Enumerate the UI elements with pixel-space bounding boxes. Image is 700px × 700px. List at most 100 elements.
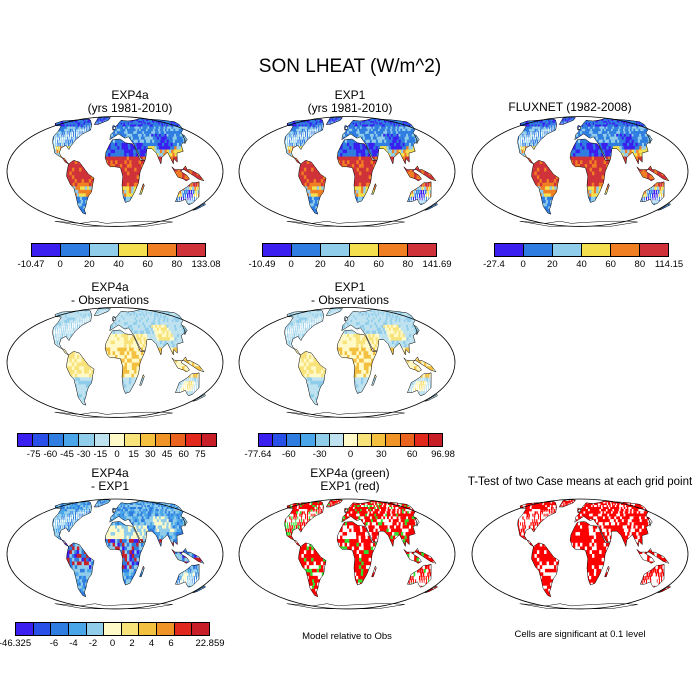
colorbar-swatch — [110, 434, 125, 446]
colorbar-tick-label: 0 — [348, 449, 353, 460]
colorbar-tick-label: -77.64 — [245, 449, 272, 460]
colorbar-tick-label: 60 — [407, 449, 418, 460]
colorbar-swatch — [177, 244, 205, 256]
colorbar-tick-label: 60 — [373, 259, 384, 270]
panel-title-exp4a-exp1: EXP4a - EXP1 — [20, 467, 200, 493]
colorbar-swatch — [141, 434, 156, 446]
map-exp4a-minus-obs — [5, 305, 225, 420]
colorbar-swatch — [79, 434, 94, 446]
panel-title-exp1: EXP1 (yrs 1981-2010) — [260, 89, 440, 115]
colorbar-swatch — [301, 434, 315, 446]
colorbar-tick-label: 60 — [142, 259, 153, 270]
map-model-relative-obs — [237, 494, 457, 614]
colorbar-swatch — [611, 244, 640, 256]
colorbar-swatch — [122, 623, 140, 635]
colorbar-swatch — [64, 434, 79, 446]
colorbar-swatch — [156, 434, 171, 446]
colorbar-tick-label: 20 — [84, 259, 95, 270]
colorbar-tick-label: 40 — [576, 259, 587, 270]
colorbar-tick-label: 40 — [113, 259, 124, 270]
colorbar-swatch — [263, 244, 292, 256]
colorbar-swatch — [51, 623, 69, 635]
colorbar-swatch — [640, 244, 668, 256]
colorbar-tick-label: -10.49 — [249, 259, 276, 270]
colorbar-exp4a-obs — [17, 433, 217, 447]
colorbar-exp4a-exp1 — [15, 622, 210, 636]
colorbar-tick-label: 6 — [168, 638, 173, 649]
colorbar-exp1 — [262, 243, 437, 257]
colorbar-swatch — [350, 244, 379, 256]
colorbar-tick-label: -15 — [93, 449, 107, 460]
colorbar-tick-label: 4 — [149, 638, 154, 649]
colorbar-swatch — [273, 434, 287, 446]
panel-title-green-red: EXP4a (green) EXP1 (red) — [260, 467, 440, 493]
colorbar-swatch — [95, 434, 110, 446]
colorbar-tick-label: 45 — [162, 449, 173, 460]
map-exp1 — [237, 114, 457, 229]
colorbar-tick-label: -45 — [60, 449, 74, 460]
colorbar-exp1-obs — [258, 433, 443, 447]
colorbar-tick-label: -27.4 — [483, 259, 505, 270]
colorbar-tick-label: -10.47 — [18, 259, 45, 270]
colorbar-tick-label: -4 — [69, 638, 77, 649]
note-cells-significant: Cells are significant at 0.1 level — [470, 629, 690, 640]
colorbar-swatch — [524, 244, 553, 256]
colorbar-swatch — [18, 434, 33, 446]
page-title: SON LHEAT (W/m^2) — [0, 56, 700, 78]
colorbar-tick-label: -46.325 — [0, 638, 31, 649]
map-exp4a-minus-exp1 — [5, 494, 225, 614]
colorbar-swatch — [316, 434, 330, 446]
colorbar-tick-label: 20 — [315, 259, 326, 270]
colorbar-exp4a — [31, 243, 206, 257]
colorbar-tick-label: 22.859 — [195, 638, 224, 649]
colorbar-tick-label: -30 — [313, 449, 327, 460]
colorbar-tick-label: 20 — [547, 259, 558, 270]
colorbar-tick-label: -75 — [27, 449, 41, 460]
panel-title-exp1-obs: EXP1 - Observations — [260, 281, 440, 307]
colorbar-swatch — [32, 244, 61, 256]
map-fluxnet — [470, 114, 690, 229]
colorbar-swatch — [330, 434, 344, 446]
colorbar-tick-label: 0 — [114, 449, 119, 460]
colorbar-tick-label: 80 — [403, 259, 414, 270]
colorbar-tick-label: -6 — [50, 638, 58, 649]
colorbar-swatch — [61, 244, 90, 256]
colorbar-tick-label: 2 — [129, 638, 134, 649]
colorbar-swatch — [34, 623, 52, 635]
colorbar-swatch — [186, 434, 201, 446]
map-ttest — [470, 494, 690, 614]
colorbar-tick-label: 96.98 — [431, 449, 455, 460]
colorbar-swatch — [33, 434, 48, 446]
colorbar-swatch — [16, 623, 34, 635]
colorbar-swatch — [192, 623, 209, 635]
colorbar-tick-label: -30 — [77, 449, 91, 460]
colorbar-swatch — [259, 434, 273, 446]
colorbar-tick-label: 30 — [145, 449, 156, 460]
colorbar-swatch — [287, 434, 301, 446]
colorbar-swatch — [104, 623, 122, 635]
panel-title-exp4a-obs: EXP4a - Observations — [20, 281, 200, 307]
colorbar-swatch — [344, 434, 358, 446]
colorbar-swatch — [386, 434, 400, 446]
colorbar-swatch — [119, 244, 148, 256]
colorbar-swatch — [292, 244, 321, 256]
colorbar-swatch — [379, 244, 408, 256]
colorbar-swatch — [157, 623, 175, 635]
colorbar-tick-label: 133.08 — [191, 259, 220, 270]
colorbar-swatch — [321, 244, 350, 256]
colorbar-swatch — [401, 434, 415, 446]
colorbar-swatch — [553, 244, 582, 256]
colorbar-swatch — [408, 244, 436, 256]
colorbar-fluxnet — [494, 243, 669, 257]
colorbar-swatch — [429, 434, 442, 446]
colorbar-swatch — [87, 623, 105, 635]
colorbar-tick-label: 40 — [344, 259, 355, 270]
map-exp1-minus-obs — [237, 305, 457, 420]
colorbar-tick-label: 0 — [110, 638, 115, 649]
colorbar-swatch — [139, 623, 157, 635]
colorbar-swatch — [125, 434, 140, 446]
colorbar-swatch — [202, 434, 216, 446]
colorbar-swatch — [495, 244, 524, 256]
note-model-relative: Model relative to Obs — [237, 631, 457, 642]
colorbar-swatch — [582, 244, 611, 256]
